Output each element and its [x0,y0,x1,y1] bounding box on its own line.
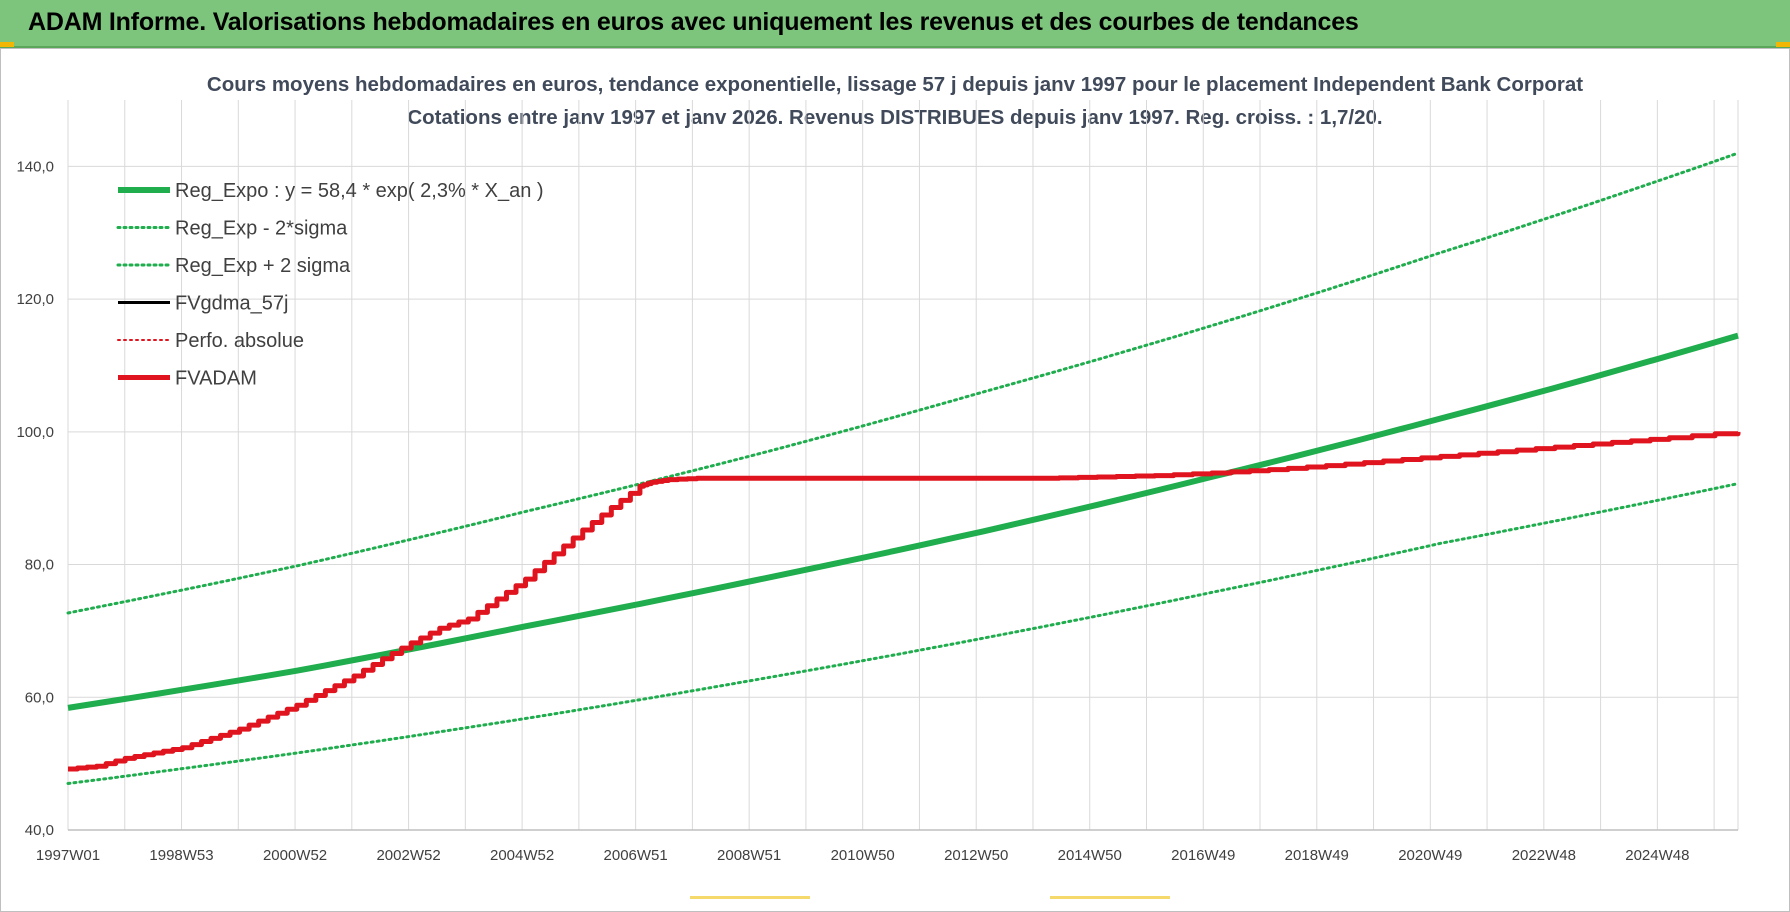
x-tick-label: 2020W49 [1398,847,1462,864]
banner-title: ADAM Informe. Valorisations hebdomadaire… [28,8,1359,36]
x-tick-label: 1997W01 [36,847,100,864]
legend-label: FVgdma_57j [175,293,288,315]
y-tick-label: 60,0 [25,689,54,706]
series-line-2 [66,151,1740,615]
scroll-marker-2 [1050,896,1170,899]
x-tick-label: 2012W50 [944,847,1008,864]
scroll-marker-1 [690,896,810,899]
legend-label: Reg_Exp - 2*sigma [175,218,348,240]
legend-label: Reg_Exp + 2 sigma [175,255,351,277]
title-banner: ADAM Informe. Valorisations hebdomadaire… [0,0,1790,48]
corner-marker-right [1776,42,1790,47]
chart-subtitle: Cotations entre janv 1997 et janv 2026. … [407,106,1383,129]
x-tick-label: 2000W52 [263,847,327,864]
x-tick-label: 2004W52 [490,847,554,864]
axes: 40,0 60,0 80,0 100,0 120,0 140,0 1997W01 1998W5… [16,158,1738,864]
y-tick-label: 120,0 [16,291,54,308]
x-tick-label: 2006W51 [604,847,668,864]
legend-label: Reg_Expo : y = 58,4 * exp( 2,3% * X_an ) [175,180,544,202]
series-line-0 [67,332,1739,711]
x-tick-label: 2008W51 [717,847,781,864]
corner-marker-left [0,42,14,47]
y-tick-label: 80,0 [25,557,54,574]
x-tick-label: 2014W50 [1058,847,1122,864]
x-tick-label: 2016W49 [1171,847,1235,864]
grid [67,100,1739,831]
chart-title: Cours moyens hebdomadaires en euros, ten… [206,73,1584,96]
x-tick-label: 1998W53 [149,847,213,864]
y-tick-label: 100,0 [16,424,54,441]
x-tick-label: 2010W50 [831,847,895,864]
x-tick-label: 2002W52 [376,847,440,864]
legend: Reg_Expo : y = 58,4 * exp( 2,3% * X_an )… [116,180,544,390]
series-line-5 [68,431,1741,772]
y-tick-label: 40,0 [25,822,54,839]
x-tick-label: 2024W48 [1625,847,1689,864]
series-line-1 [66,482,1740,785]
legend-label: FVADAM [175,368,257,390]
x-tick-label: 2018W49 [1285,847,1349,864]
x-tick-label: 2022W48 [1512,847,1576,864]
y-tick-label: 140,0 [16,158,54,175]
legend-label: Perfo. absolue [175,330,304,352]
series-lines [66,151,1741,785]
